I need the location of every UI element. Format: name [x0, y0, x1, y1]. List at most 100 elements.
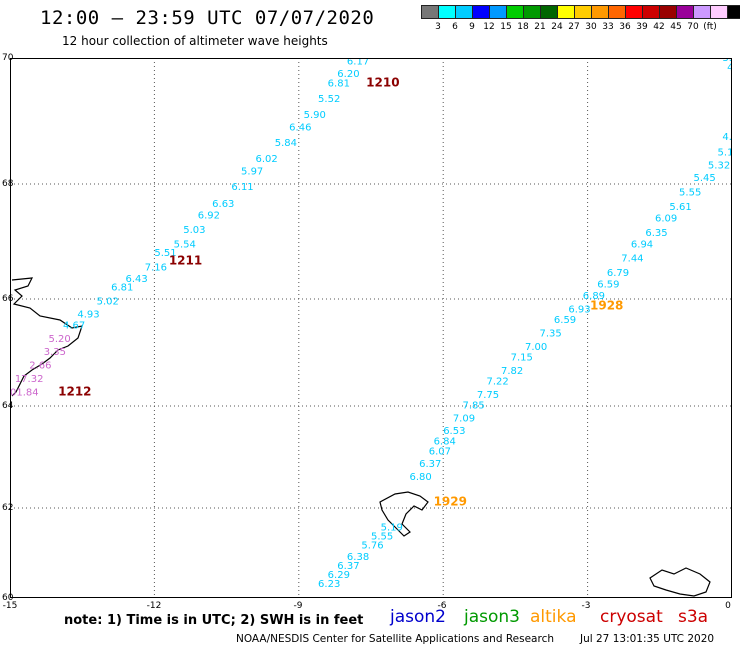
- swh-value: 17.32: [15, 374, 44, 385]
- swh-value: 6.35: [645, 228, 667, 239]
- track-1929: 5.195.555.766.386.376.296.23: [318, 523, 403, 590]
- legend-jason3: jason3: [464, 607, 520, 627]
- swh-value: 5.55: [371, 532, 393, 543]
- pass-time-label: 1212: [58, 384, 91, 398]
- colorbar-swatch: [438, 5, 456, 19]
- colorbar-swatch: [693, 5, 711, 19]
- swh-value: 5.61: [669, 202, 691, 213]
- x-tick-m9: -9: [293, 601, 303, 611]
- swh-value: 6.81: [111, 282, 133, 293]
- colorbar-label: 36: [619, 22, 631, 32]
- colorbar-label: 30: [585, 22, 597, 32]
- coastline-scotland: [11, 277, 83, 397]
- colorbar-label: 33: [602, 22, 614, 32]
- pass-time-label: 1929: [434, 494, 467, 508]
- track-1211: 6.176.206.815.525.906.465.846.025.976.11…: [63, 56, 369, 331]
- y-tick-70: 70: [2, 53, 14, 63]
- coastline-faroe: [379, 491, 429, 537]
- legend-jason2: jason2: [390, 607, 446, 627]
- swh-value: 6.38: [347, 552, 369, 563]
- colorbar-label: 45: [670, 22, 682, 32]
- colorbar-label: 18: [517, 22, 529, 32]
- colorbar-swatch: [557, 5, 575, 19]
- colorbar-swatch: [455, 5, 473, 19]
- swh-value: 6.84: [434, 436, 456, 447]
- track-1928: 3.344.503.4.4.25.165.325.455.555.616.096…: [410, 53, 740, 483]
- colorbar-label: 12: [483, 22, 495, 32]
- coastline-shetland: [649, 567, 711, 597]
- swh-value: 6.79: [607, 268, 629, 279]
- swh-value: 6.89: [583, 291, 605, 302]
- x-tick-m15: -15: [2, 601, 18, 611]
- swh-value: 5.52: [318, 94, 340, 105]
- swh-value: 7.75: [477, 390, 499, 401]
- colorbar-swatch: [540, 5, 558, 19]
- track-1212: 5.20 3.35 2.66 17.32 01.84: [10, 334, 71, 399]
- swh-value: 7.22: [487, 377, 509, 388]
- colorbar-label: 21: [534, 22, 546, 32]
- colorbar-swatch: [727, 5, 740, 19]
- swh-value: 5.32: [708, 160, 730, 171]
- swh-value: 6.43: [126, 274, 148, 285]
- swh-value: 4.67: [63, 320, 85, 331]
- colorbar-swatch: [710, 5, 728, 19]
- x-tick-0: 0: [725, 601, 731, 611]
- swh-value: 4.93: [77, 310, 99, 321]
- colorbar-label: 42: [653, 22, 665, 32]
- colorbar-swatch: [625, 5, 643, 19]
- colorbar-swatch: [574, 5, 592, 19]
- swh-value: 5.97: [241, 167, 263, 178]
- swh-value: 6.29: [328, 570, 350, 581]
- swh-value: 6.02: [255, 154, 277, 165]
- swh-value: 5.54: [174, 239, 196, 250]
- colorbar-swatch: [642, 5, 660, 19]
- colorbar-label: 70: [687, 22, 699, 32]
- swh-value: 7.00: [525, 342, 547, 353]
- swh-value: 6.17: [347, 58, 369, 67]
- swh-value: 7.16: [145, 262, 167, 273]
- legend-cryosat: cryosat: [600, 607, 663, 627]
- colorbar-swatch: [591, 5, 609, 19]
- swh-value: 6.81: [328, 78, 350, 89]
- colorbar-swatch: [608, 5, 626, 19]
- swh-value: 6.07: [429, 446, 451, 457]
- swh-value: 6.11: [231, 182, 253, 193]
- swh-value: 5.90: [304, 110, 326, 121]
- swh-value: 6.37: [337, 561, 359, 572]
- swh-value: 5.84: [275, 138, 297, 149]
- swh-value: 4.50: [727, 63, 732, 74]
- swh-value: 5.03: [183, 225, 205, 236]
- swh-value: 2.66: [29, 361, 51, 372]
- swh-value: 3.35: [44, 347, 66, 358]
- legend-s3a: s3a: [678, 607, 709, 627]
- swh-value: 6.23: [318, 579, 340, 590]
- swh-value: 6.59: [554, 315, 576, 326]
- swh-value: 6.09: [655, 213, 677, 224]
- colorbar-swatch: [506, 5, 524, 19]
- colorbar-label: 3: [435, 22, 441, 32]
- credit-line: NOAA/NESDIS Center for Satellite Applica…: [236, 633, 554, 645]
- y-tick-68: 68: [2, 179, 14, 189]
- swh-value: 6.37: [419, 459, 441, 470]
- swh-value: 6.92: [198, 211, 220, 222]
- swh-value: 7.09: [453, 413, 475, 424]
- swh-value: 5.51: [154, 248, 176, 259]
- colorbar-label: 39: [636, 22, 648, 32]
- swh-value: 5.20: [49, 334, 71, 345]
- colorbar-swatch: [659, 5, 677, 19]
- colorbar-label: 24: [551, 22, 563, 32]
- pass-time-label: 1211: [169, 254, 202, 268]
- swh-value: 5.16: [718, 148, 732, 159]
- pass-time-label: 1210: [366, 75, 399, 89]
- swh-value: 6.59: [597, 280, 619, 291]
- legend-altika: altika: [530, 607, 577, 627]
- swh-value: 7.35: [539, 328, 561, 339]
- colorbar-swatch: [523, 5, 541, 19]
- footer-note: note: 1) Time is in UTC; 2) SWH is in fe…: [64, 613, 364, 628]
- swh-value: 7.44: [621, 254, 643, 265]
- y-tick-64: 64: [2, 401, 14, 411]
- swh-value: 7.82: [501, 366, 523, 377]
- y-tick-66: 66: [2, 294, 14, 304]
- x-tick-m12: -12: [146, 601, 162, 611]
- y-tick-62: 62: [2, 503, 14, 513]
